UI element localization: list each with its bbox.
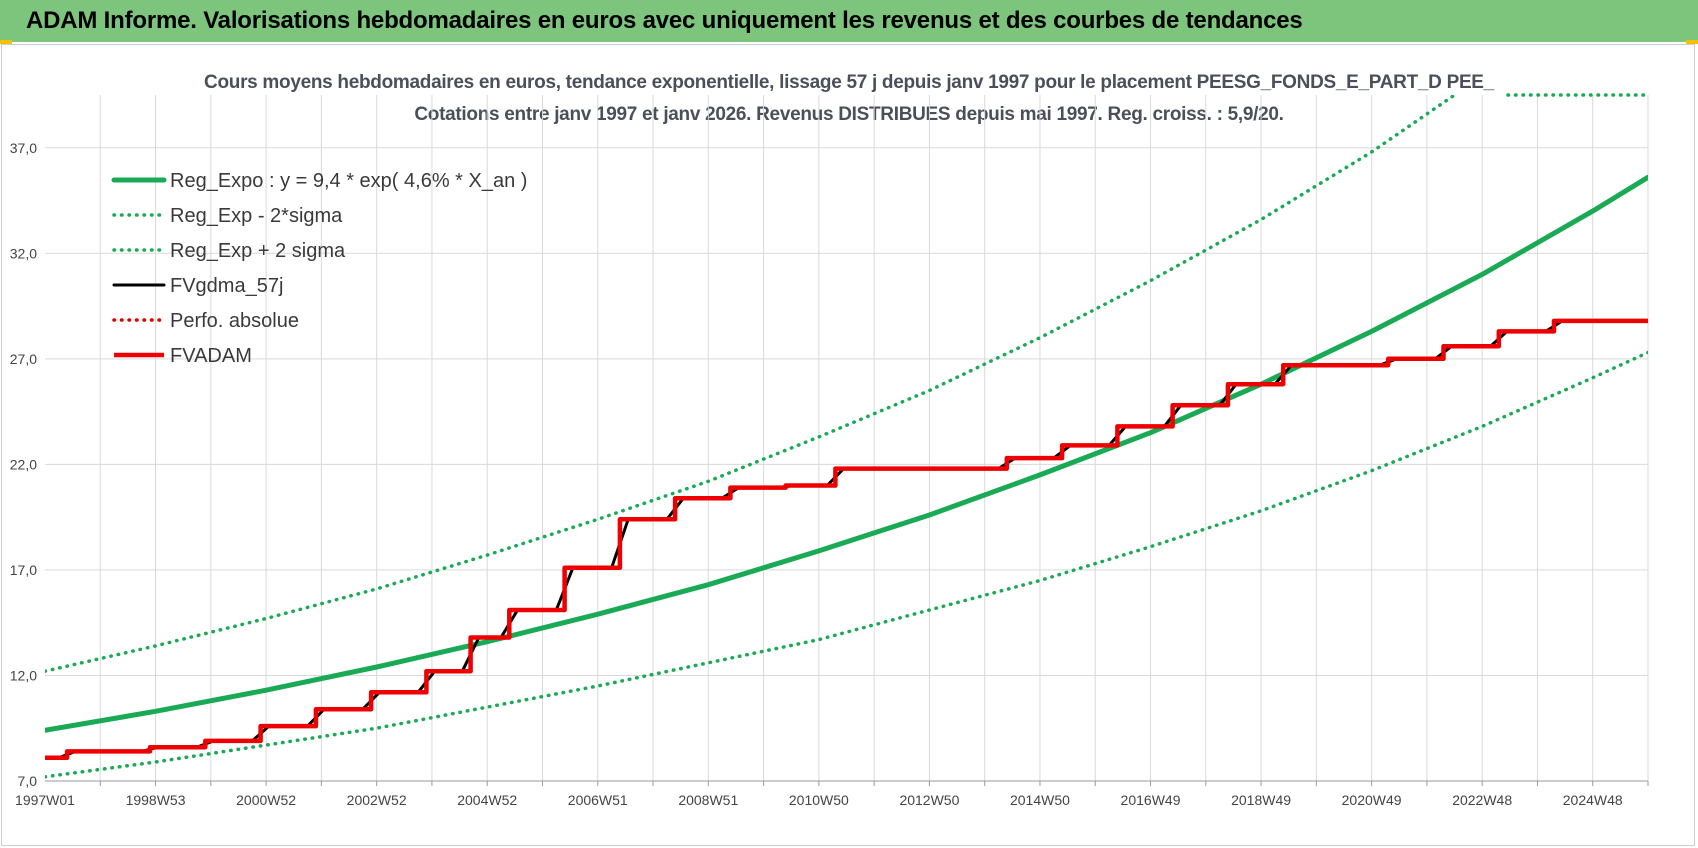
- legend: Reg_Expo : y = 9,4 * exp( 4,6% * X_an ) R…: [111, 170, 527, 367]
- chart-subtitle: Cotations entre janv 1997 et janv 2026. …: [414, 104, 1284, 125]
- x-tick-label: 2020W49: [1342, 792, 1402, 808]
- x-tick-label: 2022W48: [1452, 792, 1512, 808]
- x-tick-label: 2008W51: [678, 792, 738, 808]
- x-tick-label: 2006W51: [568, 792, 628, 808]
- y-tick-label: 12,0: [10, 667, 37, 683]
- y-tick-label: 27,0: [10, 351, 37, 367]
- legend-label: FVgdma_57j: [170, 275, 283, 297]
- x-tick-label: 2018W49: [1231, 792, 1291, 808]
- chart-title: Cours moyens hebdomadaires en euros, ten…: [204, 72, 1494, 93]
- series-lines: [45, 93, 1650, 779]
- x-tick-label: 2002W52: [347, 792, 407, 808]
- x-tick-label: 2012W50: [899, 792, 959, 808]
- report-banner: ADAM Informe. Valorisations hebdomadaire…: [0, 0, 1698, 42]
- x-tick-label: 2000W52: [236, 792, 296, 808]
- x-tick-label: 2014W50: [1010, 792, 1070, 808]
- corner-accent-left: [0, 40, 12, 44]
- grid-lines: [45, 95, 1649, 782]
- series-line-5: [45, 318, 1648, 761]
- chart-frame: [1, 44, 1695, 846]
- x-tick-label: 1998W53: [126, 792, 186, 808]
- series-line-0: [45, 174, 1648, 733]
- legend-label: Perfo. absolue: [170, 310, 299, 332]
- y-tick-label: 17,0: [10, 562, 37, 578]
- y-tick-label: 22,0: [10, 456, 37, 472]
- corner-accent-right: [1686, 40, 1698, 44]
- report-title: ADAM Informe. Valorisations hebdomadaire…: [26, 7, 1303, 34]
- x-tick-label: 2016W49: [1121, 792, 1181, 808]
- legend-label: Reg_Exp - 2*sigma: [170, 205, 343, 227]
- y-tick-label: 32,0: [10, 245, 37, 261]
- x-tick-label: 2004W52: [457, 792, 517, 808]
- legend-label: FVADAM: [170, 345, 252, 367]
- y-tick-label: 7,0: [18, 773, 38, 789]
- series-line-1: [45, 350, 1648, 779]
- x-tick-label: 1997W01: [15, 792, 75, 808]
- y-tick-label: 37,0: [10, 140, 37, 156]
- legend-label: Reg_Expo : y = 9,4 * exp( 4,6% * X_an ): [170, 170, 527, 192]
- series-line-2: [45, 95, 1457, 673]
- x-tick-label: 2024W48: [1563, 792, 1623, 808]
- axes: 7,0 12,0 17,0 22,0 27,0 32,0 37,0 1997W01 1998W5…: [10, 140, 1649, 808]
- x-tick-label: 2010W50: [789, 792, 849, 808]
- legend-label: Reg_Exp + 2 sigma: [170, 240, 346, 262]
